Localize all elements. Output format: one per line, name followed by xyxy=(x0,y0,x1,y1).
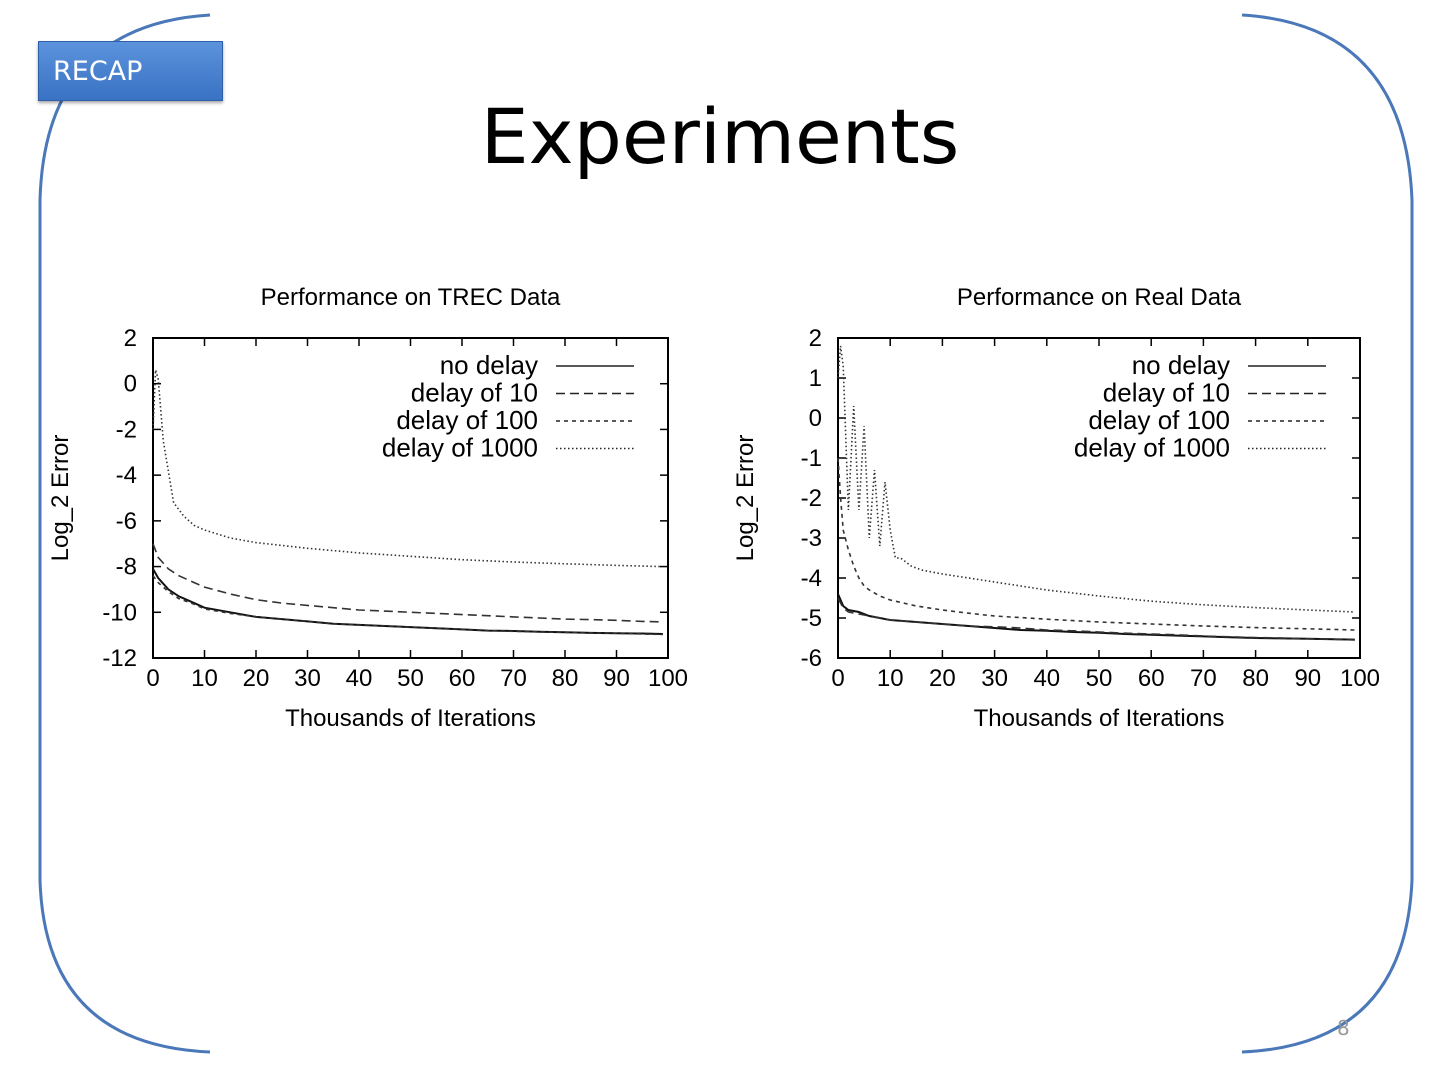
chart-title: Performance on TREC Data xyxy=(261,284,561,311)
series-line-1 xyxy=(837,593,1355,641)
y-tick-label: -2 xyxy=(801,485,822,512)
x-axis-label: Thousands of Iterations xyxy=(285,705,536,732)
chart-title: Performance on Real Data xyxy=(957,284,1242,311)
x-tick-label: 100 xyxy=(1340,665,1380,692)
x-tick-label: 60 xyxy=(1138,665,1165,692)
y-tick-label: -6 xyxy=(801,645,822,672)
page-number: 8 xyxy=(1337,1016,1350,1040)
x-tick-label: 30 xyxy=(294,665,321,692)
legend-label: delay of 100 xyxy=(396,405,538,435)
legend-label: delay of 100 xyxy=(1088,405,1230,435)
x-tick-label: 40 xyxy=(346,665,373,692)
x-tick-label: 90 xyxy=(1294,665,1321,692)
y-tick-label: -8 xyxy=(116,554,137,581)
y-tick-label: 0 xyxy=(124,371,137,398)
y-tick-label: -6 xyxy=(116,508,137,535)
y-tick-label: -3 xyxy=(801,525,822,552)
recap-badge: RECAP xyxy=(38,41,223,101)
x-tick-label: 20 xyxy=(243,665,270,692)
x-tick-label: 10 xyxy=(191,665,218,692)
x-tick-label: 20 xyxy=(929,665,956,692)
legend-label: no delay xyxy=(440,350,538,380)
x-tick-label: 30 xyxy=(981,665,1008,692)
legend-label: no delay xyxy=(1132,350,1230,380)
legend-label: delay of 1000 xyxy=(1074,433,1230,463)
x-tick-label: 50 xyxy=(1086,665,1113,692)
plot-area xyxy=(837,337,1361,659)
y-tick-label: 2 xyxy=(124,325,137,352)
x-tick-label: 100 xyxy=(648,665,688,692)
legend-label: delay of 1000 xyxy=(382,433,538,463)
y-axis-label: Log_2 Error xyxy=(732,435,759,562)
slide-title: Experiments xyxy=(480,92,960,181)
x-tick-label: 90 xyxy=(603,665,630,692)
y-axis-label: Log_2 Error xyxy=(47,435,74,562)
legend-label: delay of 10 xyxy=(411,378,538,408)
y-tick-label: -10 xyxy=(102,599,137,626)
x-tick-label: 60 xyxy=(449,665,476,692)
y-tick-label: 2 xyxy=(809,325,822,352)
y-tick-label: -2 xyxy=(116,416,137,443)
series-line-2 xyxy=(837,597,1355,641)
y-tick-label: -12 xyxy=(102,645,137,672)
y-tick-label: 1 xyxy=(809,365,822,392)
series-line-3 xyxy=(152,575,663,636)
x-tick-label: 80 xyxy=(1242,665,1269,692)
x-tick-label: 70 xyxy=(500,665,527,692)
x-tick-label: 0 xyxy=(146,665,159,692)
x-tick-label: 0 xyxy=(831,665,844,692)
x-tick-label: 80 xyxy=(552,665,579,692)
series-line-1 xyxy=(152,568,663,635)
x-tick-label: 70 xyxy=(1190,665,1217,692)
series-line-3 xyxy=(837,457,1355,631)
x-tick-label: 50 xyxy=(397,665,424,692)
y-tick-label: -1 xyxy=(801,445,822,472)
legend-label: delay of 10 xyxy=(1103,378,1230,408)
x-tick-label: 10 xyxy=(877,665,904,692)
series-line-2 xyxy=(152,543,663,623)
x-axis-label: Thousands of Iterations xyxy=(974,705,1225,732)
y-tick-label: -5 xyxy=(801,605,822,632)
x-tick-label: 40 xyxy=(1033,665,1060,692)
y-tick-label: 0 xyxy=(809,405,822,432)
y-tick-label: -4 xyxy=(801,565,822,592)
y-tick-label: -4 xyxy=(116,462,137,489)
series-line-4 xyxy=(152,369,663,568)
series-line-4 xyxy=(837,345,1355,613)
